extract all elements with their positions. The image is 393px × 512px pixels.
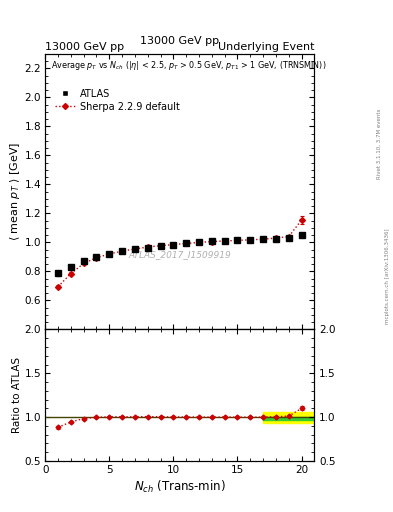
Text: Rivet 3.1.10, 3.7M events: Rivet 3.1.10, 3.7M events <box>377 108 382 179</box>
Text: mcplots.cern.ch [arXiv:1306.3436]: mcplots.cern.ch [arXiv:1306.3436] <box>385 229 389 324</box>
Text: 13000 GeV pp: 13000 GeV pp <box>45 41 124 52</box>
Text: Average $p_T$ vs $N_{ch}$ ($|\eta|$ < 2.5, $p_T$ > 0.5 GeV, $p_{T1}$ > 1 GeV, (T: Average $p_T$ vs $N_{ch}$ ($|\eta|$ < 2.… <box>51 59 326 72</box>
Text: ATLAS_2017_I1509919: ATLAS_2017_I1509919 <box>129 250 231 260</box>
Y-axis label: Ratio to ATLAS: Ratio to ATLAS <box>12 357 22 433</box>
Text: Underlying Event: Underlying Event <box>218 41 314 52</box>
Legend: ATLAS, Sherpa 2.2.9 default: ATLAS, Sherpa 2.2.9 default <box>55 89 180 112</box>
Text: 13000 GeV pp: 13000 GeV pp <box>140 36 219 46</box>
Y-axis label: $\langle$ mean $p_T$ $\rangle$ [GeV]: $\langle$ mean $p_T$ $\rangle$ [GeV] <box>7 142 22 241</box>
X-axis label: $N_{ch}$ (Trans-min): $N_{ch}$ (Trans-min) <box>134 479 226 495</box>
